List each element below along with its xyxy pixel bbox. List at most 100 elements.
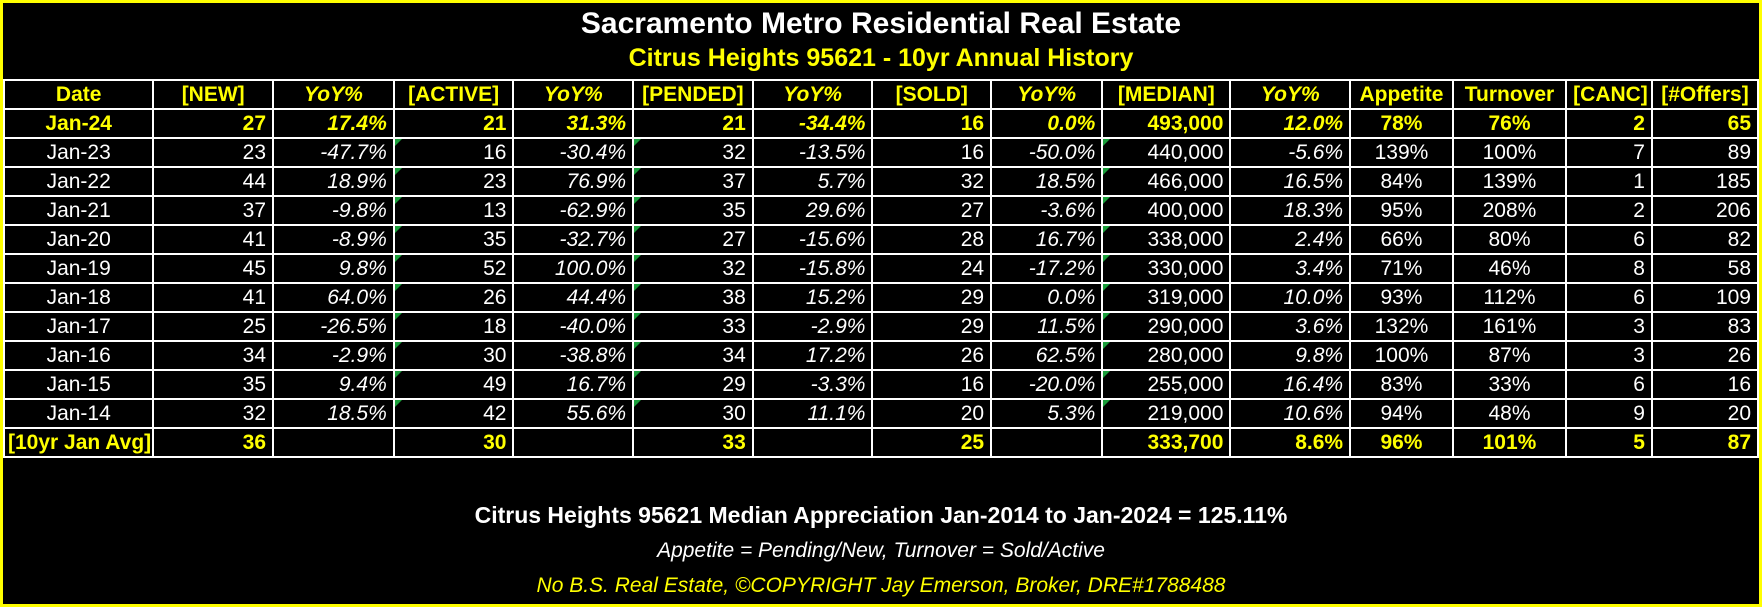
table-cell: 3 (1565, 311, 1653, 342)
table-cell: 27 (871, 195, 993, 226)
table-cell: 112% (1451, 282, 1568, 313)
table-cell: 42 (392, 398, 515, 429)
table-cell: 466,000 (1101, 166, 1232, 197)
table-cell: 5.3% (990, 398, 1104, 429)
table-cell: 82 (1650, 224, 1760, 255)
table-row: Jan-23 23 -47.7% 16 -30.4% 32 -13.5% 16 -50.0% 44… (2, 137, 1760, 168)
table-cell: 208% (1451, 195, 1568, 226)
table-cell: 34 (632, 340, 754, 371)
table-cell: 16 (871, 108, 993, 139)
table-cell: 32 (632, 137, 754, 168)
column-header: [ACTIVE] (392, 79, 515, 110)
table-cell: 139% (1349, 137, 1454, 168)
average-cell (512, 427, 635, 458)
table-cell: -26.5% (272, 311, 395, 342)
table-cell: 32 (871, 166, 993, 197)
table-cell: 3 (1565, 340, 1653, 371)
table-cell: 83 (1650, 311, 1760, 342)
table-cell: -15.8% (751, 253, 874, 284)
table-row: Jan-20 41 -8.9% 35 -32.7% 27 -15.6% 28 16.7% 338,… (2, 224, 1760, 255)
table-cell: 18 (392, 311, 515, 342)
table-cell: Jan-19 (2, 253, 155, 284)
table-cell: -5.6% (1229, 137, 1352, 168)
table-cell: 32 (152, 398, 275, 429)
table-cell: 27 (152, 108, 275, 139)
table-cell: 493,000 (1101, 108, 1232, 139)
table-cell: 16 (871, 137, 993, 168)
table-cell: 94% (1349, 398, 1454, 429)
table-cell: 338,000 (1101, 224, 1232, 255)
table-cell: Jan-15 (2, 369, 155, 400)
column-header: Date (2, 79, 155, 110)
table-cell: 3.4% (1229, 253, 1352, 284)
table-cell: Jan-22 (2, 166, 155, 197)
table-cell: 66% (1349, 224, 1454, 255)
table-cell: -8.9% (272, 224, 395, 255)
table-cell: 9.4% (272, 369, 395, 400)
table-cell: 6 (1565, 369, 1653, 400)
table-cell: 17.4% (272, 108, 395, 139)
table-cell: -30.4% (512, 137, 635, 168)
table-cell: 1 (1565, 166, 1653, 197)
table-cell: 38 (632, 282, 754, 313)
table-cell: 0.0% (990, 108, 1104, 139)
table-cell: 319,000 (1101, 282, 1232, 313)
table-cell: Jan-21 (2, 195, 155, 226)
table-cell: 55.6% (512, 398, 635, 429)
table-cell: -3.3% (751, 369, 874, 400)
table-cell: 45 (152, 253, 275, 284)
table-cell: Jan-18 (2, 282, 155, 313)
table-cell: Jan-17 (2, 311, 155, 342)
definitions-note: Appetite = Pending/New, Turnover = Sold/… (657, 539, 1105, 562)
table-cell: 20 (871, 398, 993, 429)
column-header: [MEDIAN] (1101, 79, 1232, 110)
table-cell: 18.3% (1229, 195, 1352, 226)
average-cell (751, 427, 874, 458)
table-cell: -9.8% (272, 195, 395, 226)
table-cell: 185 (1650, 166, 1760, 197)
table-cell: -20.0% (990, 369, 1104, 400)
column-header: [CANC] (1565, 79, 1653, 110)
header-row: Date [NEW] YoY% [ACTIVE] YoY% [PENDED] YoY% [SO… (2, 79, 1760, 110)
table-row: Jan-15 35 9.4% 49 16.7% 29 -3.3% 16 -20.0% 255,00… (2, 369, 1760, 400)
table-cell: 16.7% (512, 369, 635, 400)
copyright-note: No B.S. Real Estate, ©COPYRIGHT Jay Emer… (536, 574, 1226, 597)
average-cell: 33 (632, 427, 754, 458)
average-cell: 87 (1650, 427, 1760, 458)
table-cell: 32 (632, 253, 754, 284)
table-cell: 9 (1565, 398, 1653, 429)
column-header: YoY% (1229, 79, 1352, 110)
table-body: Jan-24 27 17.4% 21 31.3% 21 -34.4% 16 0.0% 493,00… (2, 108, 1760, 458)
table-cell: 89 (1650, 137, 1760, 168)
table-cell: 18.9% (272, 166, 395, 197)
table-row: Jan-16 34 -2.9% 30 -38.8% 34 17.2% 26 62.5% 280,0… (2, 340, 1760, 371)
table-cell: 161% (1451, 311, 1568, 342)
table-row: Jan-22 44 18.9% 23 76.9% 37 5.7% 32 18.5% 466,000… (2, 166, 1760, 197)
table-cell: 139% (1451, 166, 1568, 197)
table-cell: 46% (1451, 253, 1568, 284)
table-cell: -40.0% (512, 311, 635, 342)
table-cell: 29 (871, 311, 993, 342)
table-cell: -32.7% (512, 224, 635, 255)
table-cell: 41 (152, 282, 275, 313)
table-cell: 11.1% (751, 398, 874, 429)
average-cell: [10yr Jan Avg] (2, 427, 155, 458)
average-cell: 333,700 (1101, 427, 1232, 458)
table-cell: 33 (632, 311, 754, 342)
appreciation-summary: Citrus Heights 95621 Median Appreciation… (474, 502, 1288, 528)
table-cell: 26 (871, 340, 993, 371)
table-cell: 35 (152, 369, 275, 400)
table-row: Jan-21 37 -9.8% 13 -62.9% 35 29.6% 27 -3.6% 400,0… (2, 195, 1760, 226)
column-header: YoY% (990, 79, 1104, 110)
average-cell: 30 (392, 427, 515, 458)
table-cell: 18.5% (272, 398, 395, 429)
table-cell: -2.9% (272, 340, 395, 371)
table-cell: 5.7% (751, 166, 874, 197)
table-cell: -47.7% (272, 137, 395, 168)
table-cell: 440,000 (1101, 137, 1232, 168)
table-cell: 9.8% (1229, 340, 1352, 371)
table-cell: 109 (1650, 282, 1760, 313)
table-cell: 87% (1451, 340, 1568, 371)
table-cell: 290,000 (1101, 311, 1232, 342)
table-cell: 31.3% (512, 108, 635, 139)
